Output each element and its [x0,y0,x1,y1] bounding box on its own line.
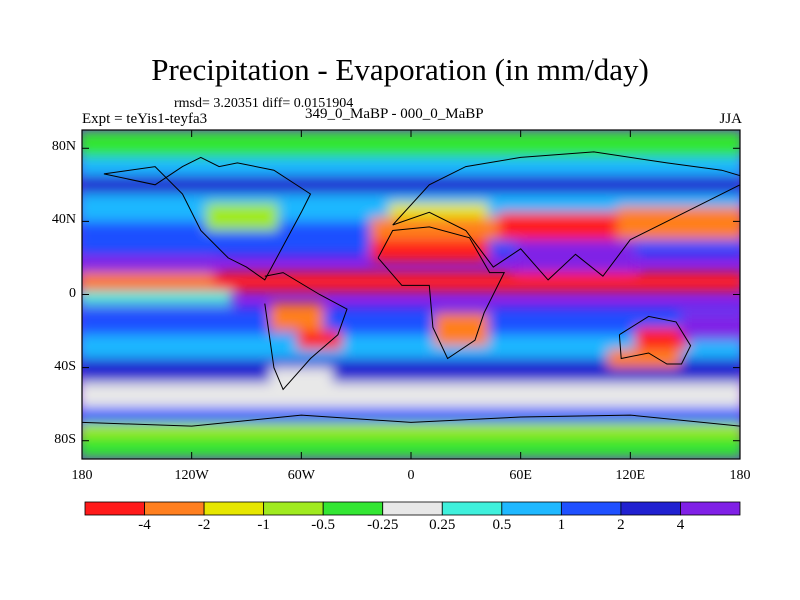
field-region-0 [82,382,740,408]
field-regions [82,130,740,459]
field-region-25 [434,312,489,346]
x-tick-label-2: 60W [287,468,315,483]
y-tick-label-4: 80S [54,431,76,447]
coastline-0 [103,156,312,281]
colorbar-label-4: -0.25 [367,517,399,533]
field-region-8 [82,157,740,176]
field-region-1 [82,358,740,383]
field-region-24 [297,331,342,350]
colorbar-label-1: -2 [197,517,211,533]
colorbar-label-5: 0.25 [429,517,456,533]
y-tick-label-0: 80N [51,139,76,155]
x-tick-label-4: 60E [509,468,532,483]
colorbar-swatch-0 [84,501,145,516]
field-region-3 [82,309,740,335]
field-region-14 [82,257,214,273]
field-region-16 [370,239,489,262]
field-region-12 [82,407,740,423]
stats-label: rmsd= 3.20351 diff= 0.0151904 [174,96,354,111]
colorbar-swatch-2 [203,501,265,516]
colorbar-swatch-7 [501,501,562,516]
season-label: JJA [719,111,742,127]
coastline-3 [392,151,740,281]
coastline-2 [377,226,506,360]
colorbar-swatch-9 [620,501,681,516]
field-region-15 [82,290,233,306]
field-region-2 [82,334,740,359]
field-region-27 [608,349,681,368]
x-tick-label-0: 180 [71,468,93,483]
colorbar-swatch-5 [382,501,443,516]
experiment-label: Expt = teYis1-teyfa3 [82,111,208,127]
colorbar-swatch-6 [441,501,503,516]
plot-area [81,129,741,460]
coastline-4 [618,315,692,365]
field-region-10 [82,437,740,459]
x-tick-label-5: 120E [615,468,646,483]
colorbar-swatch-3 [263,501,324,516]
y-tick-label-1: 40N [51,212,76,228]
coastline-1 [264,272,348,391]
field-region-11 [82,422,740,438]
field-region-21 [516,239,635,273]
colorbar-label-8: 2 [617,517,625,533]
field-region-19 [498,212,626,240]
colorbar-label-0: -4 [138,517,151,533]
field-region-28 [681,312,740,341]
y-tick-label-2: 0 [69,285,76,301]
colorbar-label-9: 4 [676,517,685,533]
colorbar [84,501,741,516]
field-region-23 [269,303,324,332]
field-region-20 [617,206,740,240]
field-region-4 [82,272,740,291]
coastline-5 [82,414,740,427]
field-region-7 [82,175,740,194]
colorbar-swatch-10 [680,501,741,516]
field-region-26 [635,327,690,350]
field-region-17 [370,217,507,240]
coastlines [82,151,740,427]
colorbar-label-2: -1 [257,517,270,533]
colorbar-swatch-1 [144,501,205,516]
colorbar-label-3: -0.5 [311,517,336,533]
x-tick-label-1: 120W [174,468,209,483]
colorbar-swatch-8 [560,501,622,516]
field-region-18 [388,203,489,218]
colorbar-label-6: 0.5 [492,517,512,533]
x-tick-label-3: 0 [407,468,415,483]
field-region-22 [205,203,278,231]
x-tick-label-6: 180 [729,468,751,483]
colorbar-label-7: 1 [557,517,566,533]
colorbar-swatch-4 [322,501,384,516]
field-region-13 [82,272,214,288]
field-region-29 [269,367,333,396]
y-tick-label-3: 40S [54,358,76,374]
subtitle-label: 349_0_MaBP - 000_0_MaBP [305,106,484,122]
chart-title: Precipitation - Evaporation (in mm/day) [151,52,649,87]
x-axis [81,130,741,459]
y-axis [82,147,740,442]
